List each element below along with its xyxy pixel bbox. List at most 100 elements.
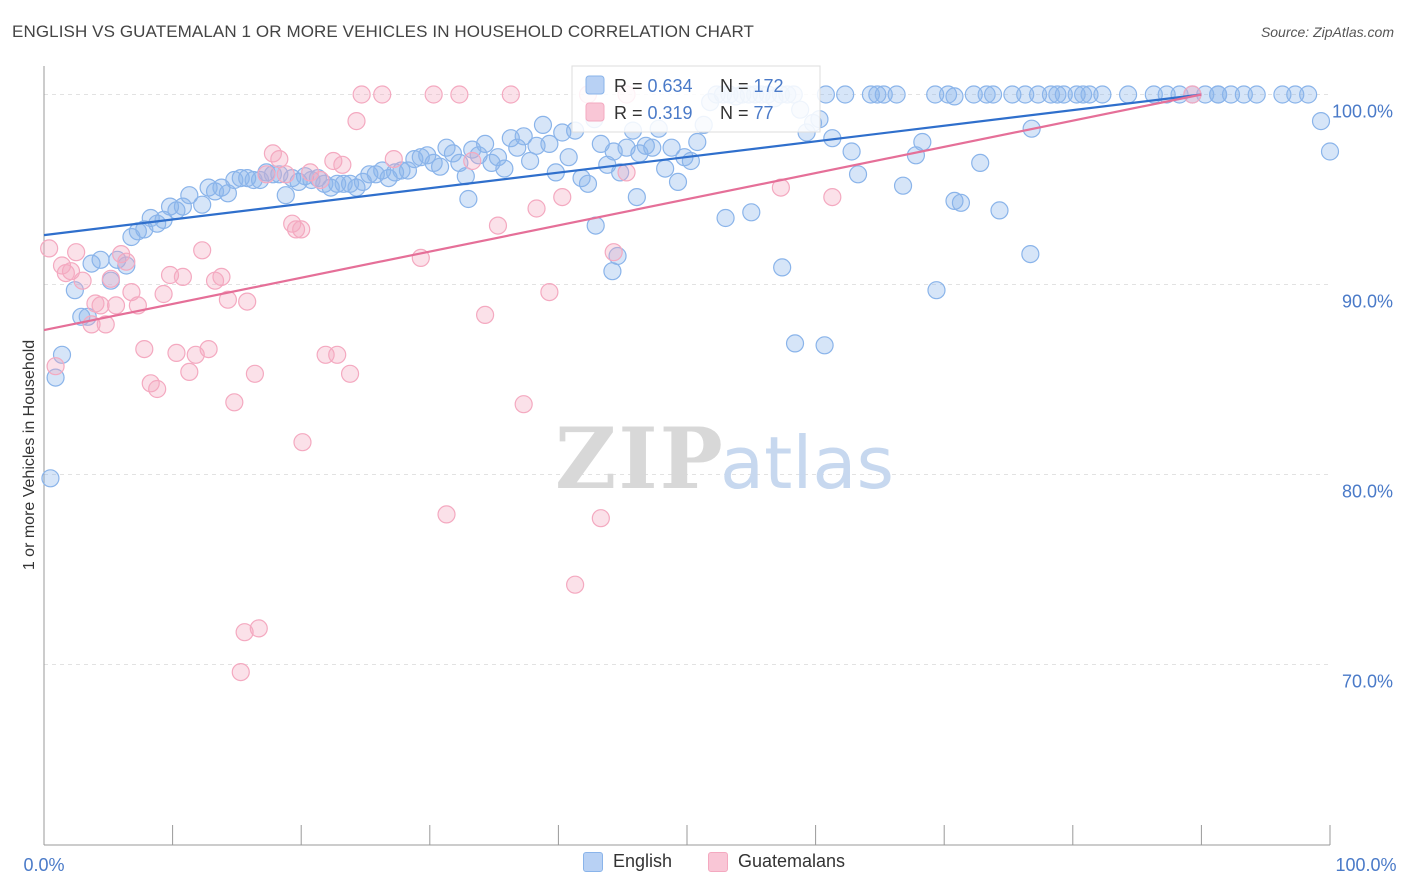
legend-english-n-label: N = xyxy=(720,76,754,96)
english-point xyxy=(1221,85,1241,104)
legend-guatemalans-label: Guatemalans xyxy=(738,851,846,871)
english-point xyxy=(945,87,964,106)
guatemalan-point xyxy=(91,296,110,315)
guatemalan-point xyxy=(231,662,250,682)
english-point xyxy=(1286,85,1305,104)
guatemalan-points xyxy=(40,85,1202,682)
english-point xyxy=(91,250,110,269)
legend-box: R = 0.634 N = 172 R = 0.319 N = 77 xyxy=(571,65,821,133)
english-point xyxy=(117,256,136,275)
english-point xyxy=(41,469,60,488)
english-point xyxy=(1028,85,1048,104)
english-swatch xyxy=(583,851,603,872)
english-point xyxy=(173,197,192,216)
english-point xyxy=(636,136,655,155)
guatemalan-point xyxy=(193,241,212,260)
english-point xyxy=(495,159,514,178)
axes xyxy=(43,66,1331,846)
guatemalan-point xyxy=(311,170,330,190)
english-point xyxy=(430,157,450,176)
guatemalan-point xyxy=(566,575,585,594)
guatemalan-point xyxy=(501,85,520,104)
english-point xyxy=(887,85,906,104)
english-point xyxy=(1041,85,1061,104)
english-point xyxy=(893,176,913,195)
legend-item-english[interactable]: English xyxy=(583,851,672,872)
english-point xyxy=(263,165,283,184)
english-point xyxy=(874,85,893,104)
english-point xyxy=(742,203,761,222)
english-point xyxy=(1273,85,1292,104)
english-point xyxy=(688,132,707,152)
english-point xyxy=(945,191,964,210)
english-point xyxy=(836,85,855,104)
guatemalan-point xyxy=(292,220,311,239)
english-point xyxy=(848,165,868,184)
english-point xyxy=(1080,85,1099,104)
guatemalan-point xyxy=(324,151,343,171)
guatemalan-point xyxy=(238,292,257,311)
english-point xyxy=(1118,85,1138,104)
english-point xyxy=(927,281,946,300)
guatemalan-point xyxy=(235,623,254,642)
guatemalan-point xyxy=(96,315,115,334)
english-point xyxy=(785,334,805,353)
guatemalan-point xyxy=(384,150,403,169)
english-point xyxy=(990,201,1009,220)
english-trend-line xyxy=(43,93,1202,237)
english-point xyxy=(1311,111,1331,131)
english-point xyxy=(418,146,437,165)
guatemalans-swatch xyxy=(708,851,728,872)
x-tick-labels: 0.0% 100.0% xyxy=(23,855,1396,875)
source-credit: Source: ZipAtlas.com xyxy=(1260,24,1394,40)
english-point xyxy=(627,188,646,207)
english-point xyxy=(443,144,463,163)
english-point xyxy=(1016,85,1035,104)
english-point xyxy=(488,148,508,167)
english-point xyxy=(643,138,662,157)
english-point xyxy=(1067,85,1086,104)
guatemalan-point xyxy=(591,509,610,528)
guatemalan-point xyxy=(73,271,92,290)
y-tick-label: 100.0% xyxy=(1332,102,1393,122)
guatemalan-point xyxy=(463,151,482,171)
guatemalan-point xyxy=(527,199,546,218)
english-point xyxy=(913,132,932,152)
guatemalan-point xyxy=(101,269,120,288)
english-point xyxy=(815,336,834,355)
english-point xyxy=(611,163,630,182)
english-point xyxy=(842,142,861,161)
english-point xyxy=(971,153,990,172)
english-point xyxy=(52,345,72,364)
english-point xyxy=(668,172,688,191)
guatemalan-point xyxy=(540,283,559,302)
legend-guatemalans-r-label: R = xyxy=(614,103,648,123)
svg-text:N = 77: N = 77 xyxy=(720,103,774,123)
svg-text:N = 172: N = 172 xyxy=(720,76,784,96)
english-point xyxy=(475,134,495,153)
guatemalan-point xyxy=(212,267,231,286)
english-point xyxy=(65,281,84,300)
legend-english-r-label: R = xyxy=(614,76,648,96)
english-point xyxy=(1320,142,1340,161)
english-point xyxy=(578,174,598,193)
watermark-atlas: atlas xyxy=(720,421,894,505)
legend-guatemalans-r-value: 0.319 xyxy=(648,103,693,123)
english-point xyxy=(951,193,971,212)
guatemalan-point xyxy=(106,296,126,315)
english-point xyxy=(193,195,212,214)
guatemalan-point xyxy=(46,357,65,376)
english-point xyxy=(521,151,540,171)
english-point xyxy=(180,186,199,205)
guatemalan-point xyxy=(340,364,360,383)
guatemalan-point xyxy=(293,433,312,452)
guatemalan-point xyxy=(301,163,320,182)
english-point xyxy=(773,258,792,277)
guatemalan-point xyxy=(249,619,268,638)
guatemalan-point xyxy=(352,85,371,104)
legend-item-guatemalans[interactable]: Guatemalans xyxy=(708,851,845,872)
y-axis-title: 1 or more Vehicles in Household xyxy=(21,340,38,570)
guatemalan-point xyxy=(823,188,842,207)
guatemalan-point xyxy=(257,165,276,184)
legend-swatch-guatemalans xyxy=(585,102,605,122)
